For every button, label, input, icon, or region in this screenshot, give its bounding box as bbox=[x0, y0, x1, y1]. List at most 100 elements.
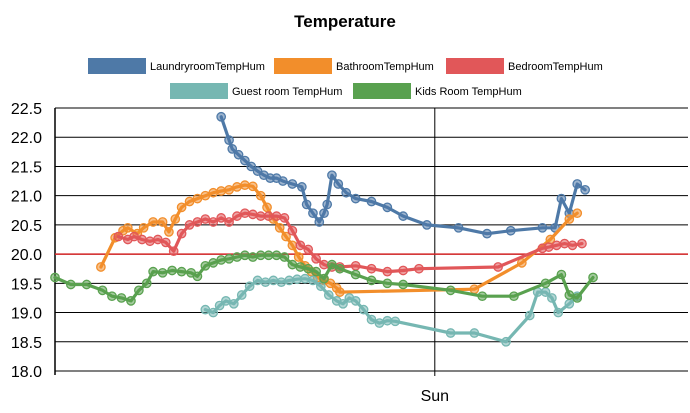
data-point bbox=[580, 184, 590, 195]
data-point bbox=[422, 220, 432, 230]
data-point bbox=[153, 234, 163, 245]
data-point bbox=[295, 240, 306, 251]
data-point bbox=[350, 269, 361, 280]
data-point bbox=[300, 273, 310, 284]
y-axis: 18.0 18.5 19.0 19.5 20.0 20.5 21.0 21.5 22.0 22.5 bbox=[11, 101, 56, 381]
data-point bbox=[141, 278, 152, 289]
data-point bbox=[537, 222, 548, 233]
data-point bbox=[287, 259, 298, 270]
data-point bbox=[501, 336, 511, 347]
legend-swatch bbox=[274, 58, 332, 74]
data-point bbox=[216, 213, 227, 223]
data-point bbox=[227, 144, 238, 154]
data-point bbox=[382, 266, 393, 277]
data-point bbox=[334, 287, 345, 297]
data-point bbox=[192, 271, 203, 282]
data-point bbox=[374, 318, 385, 328]
legend-swatch bbox=[88, 58, 146, 74]
data-point bbox=[192, 193, 203, 204]
data-point bbox=[224, 217, 234, 227]
data-point bbox=[247, 181, 258, 192]
data-point bbox=[208, 258, 219, 268]
data-point bbox=[157, 267, 168, 278]
data-point bbox=[278, 176, 288, 186]
data-point bbox=[327, 259, 337, 270]
legend-label: LaundryroomTempHum bbox=[150, 61, 265, 73]
data-point bbox=[255, 190, 266, 201]
data-point bbox=[192, 217, 203, 227]
data-point bbox=[366, 314, 377, 325]
data-point bbox=[168, 246, 179, 257]
data-point bbox=[224, 253, 234, 264]
data-point bbox=[224, 135, 234, 145]
y-tick-label: 22.5 bbox=[11, 101, 42, 118]
data-point bbox=[81, 279, 92, 290]
data-point bbox=[303, 244, 314, 255]
data-point bbox=[164, 227, 174, 237]
data-point bbox=[255, 250, 266, 261]
data-point bbox=[301, 199, 312, 210]
data-point bbox=[200, 260, 211, 271]
data-point bbox=[113, 231, 124, 242]
data-point bbox=[509, 291, 519, 302]
y-tick-label: 19.0 bbox=[11, 306, 42, 323]
data-point bbox=[287, 179, 298, 189]
data-point bbox=[341, 187, 352, 198]
series-group bbox=[50, 111, 598, 347]
data-point bbox=[295, 262, 306, 272]
data-point bbox=[138, 222, 149, 233]
y-tick-label: 21.0 bbox=[11, 189, 42, 206]
data-point bbox=[540, 278, 551, 289]
data-point bbox=[445, 328, 456, 338]
data-point bbox=[145, 236, 155, 247]
data-point bbox=[134, 285, 144, 296]
data-point bbox=[271, 211, 282, 221]
data-point bbox=[233, 149, 244, 160]
data-point bbox=[97, 285, 108, 296]
data-point bbox=[350, 296, 361, 306]
data-point bbox=[547, 293, 557, 303]
data-point bbox=[126, 296, 136, 306]
data-point bbox=[398, 211, 408, 221]
data-point bbox=[398, 265, 408, 276]
data-point bbox=[382, 202, 393, 213]
data-point bbox=[137, 234, 147, 245]
data-point bbox=[564, 214, 575, 224]
data-point bbox=[553, 307, 564, 318]
data-point bbox=[208, 217, 219, 227]
data-point bbox=[338, 298, 348, 309]
data-point bbox=[350, 260, 361, 271]
data-point bbox=[116, 293, 127, 303]
data-point bbox=[170, 214, 181, 224]
data-point bbox=[200, 304, 211, 315]
data-point bbox=[221, 296, 231, 306]
series-line bbox=[99, 183, 579, 294]
data-point bbox=[50, 272, 60, 283]
data-point bbox=[255, 211, 266, 221]
data-point bbox=[293, 252, 304, 262]
y-tick-label: 20.0 bbox=[11, 247, 42, 264]
data-point bbox=[311, 266, 321, 277]
data-point bbox=[200, 190, 211, 201]
data-point bbox=[445, 285, 456, 296]
data-point bbox=[263, 211, 274, 221]
data-point bbox=[564, 290, 575, 300]
data-point bbox=[240, 250, 250, 261]
legend-label: Kids Room TempHum bbox=[415, 86, 522, 98]
x-axis: Sun bbox=[421, 108, 449, 405]
data-point bbox=[333, 179, 344, 189]
data-point bbox=[262, 202, 272, 213]
data-point bbox=[240, 208, 250, 219]
data-point bbox=[556, 269, 567, 280]
data-point bbox=[214, 300, 225, 311]
data-point bbox=[122, 222, 133, 233]
data-point bbox=[414, 263, 424, 274]
data-point bbox=[453, 222, 464, 233]
data-point bbox=[358, 304, 369, 315]
data-point bbox=[588, 272, 598, 283]
data-point bbox=[216, 186, 227, 196]
y-tick-label: 18.0 bbox=[11, 364, 42, 381]
data-point bbox=[236, 290, 247, 300]
data-point bbox=[303, 263, 314, 274]
data-point bbox=[398, 279, 408, 290]
